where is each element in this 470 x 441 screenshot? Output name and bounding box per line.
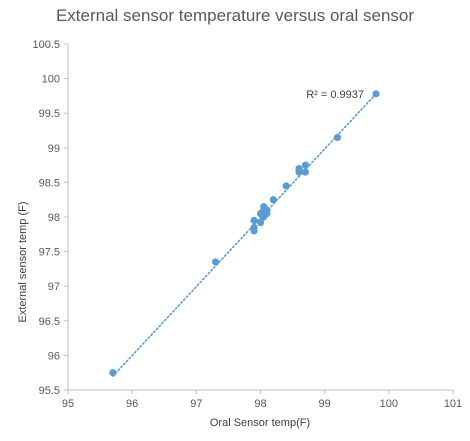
data-point	[260, 203, 268, 211]
data-point	[109, 369, 117, 377]
trendline-layer	[112, 93, 377, 377]
data-point	[269, 196, 277, 204]
x-tick-label: 99	[319, 398, 331, 410]
y-tick-label: 100	[42, 74, 60, 86]
y-axis-label: External sensor temp (F)	[17, 201, 29, 323]
axes: 95.5 96 96.5 97 97.5 98 98.5 99 99.5 100 100.5 95 96…	[32, 39, 462, 410]
y-tick-label: 99.5	[39, 108, 60, 120]
y-tick-label: 98	[48, 212, 60, 224]
data-point	[333, 133, 342, 142]
y-tick-label: 97	[48, 281, 60, 293]
data-point	[301, 161, 310, 169]
x-tick-label: 100	[380, 398, 398, 410]
data-point	[250, 216, 258, 225]
y-tick-label: 96.5	[39, 316, 60, 328]
y-tick-label: 95.5	[39, 385, 60, 397]
labels-layer: R² = 0.9937	[306, 89, 364, 101]
x-tick-label: 96	[126, 398, 138, 410]
x-tick-label: 95	[62, 398, 74, 410]
y-tick-label: 96	[48, 350, 60, 362]
y-tick-label: 100.5	[32, 39, 60, 51]
y-tick-label: 99	[48, 143, 60, 155]
data-point	[256, 218, 265, 227]
x-tick-label: 98	[254, 398, 266, 410]
trendline	[112, 93, 377, 377]
data-point	[211, 258, 220, 266]
y-tick-label: 97.5	[39, 247, 60, 259]
data-point	[372, 90, 380, 98]
data-point	[250, 223, 258, 231]
chart-title: External sensor temperature versus oral …	[55, 6, 415, 25]
x-tick-label: 97	[190, 398, 202, 410]
y-tick-label: 98.5	[39, 177, 60, 189]
data-point	[301, 168, 310, 176]
data-point	[295, 164, 303, 173]
x-axis-label: Oral Sensor temp(F)	[209, 417, 311, 429]
x-tick-label: 101	[444, 398, 462, 410]
points-layer	[109, 90, 380, 377]
data-point	[282, 182, 290, 190]
r-squared-label: R² = 0.9937	[306, 89, 364, 101]
